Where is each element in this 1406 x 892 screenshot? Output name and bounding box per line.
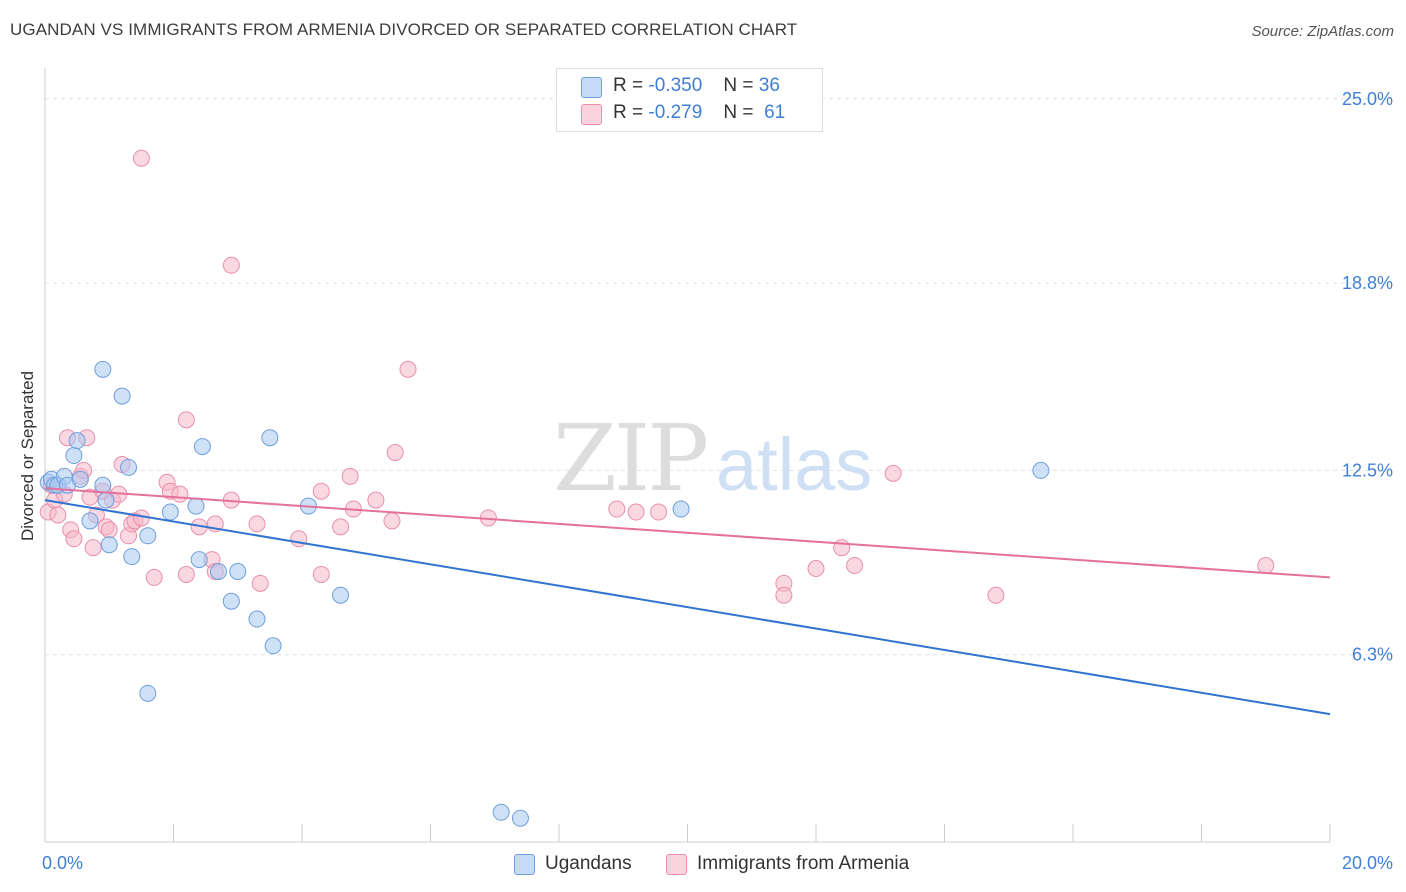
armenia-point xyxy=(386,444,404,462)
bottom-legend-swatch-armenia xyxy=(666,854,687,875)
armenia-point xyxy=(608,500,626,518)
series-ugandans-points xyxy=(39,360,1050,827)
ugandans-point xyxy=(261,429,279,447)
watermark: ZIP atlas xyxy=(553,405,872,512)
legend-r-value-armenia: -0.279 xyxy=(648,102,703,123)
armenia-point xyxy=(399,360,417,378)
bottom-legend-swatch-ugandans xyxy=(514,854,535,875)
ugandans-point xyxy=(94,360,112,378)
ugandans-point xyxy=(139,684,157,702)
ugandans-point xyxy=(65,447,83,465)
ugandans-point xyxy=(1032,461,1050,479)
y-tick-label-3: 25.0% xyxy=(1342,89,1393,109)
bottom-legend-label-ugandans: Ugandans xyxy=(545,853,632,874)
ugandans-point xyxy=(332,586,350,604)
ugandans-point xyxy=(209,562,227,580)
armenia-point xyxy=(627,503,645,521)
ugandans-point xyxy=(193,438,211,456)
ugandans-point xyxy=(161,503,179,521)
ugandans-point xyxy=(71,470,89,488)
armenia-point xyxy=(177,411,195,429)
ugandans-point xyxy=(222,592,240,610)
armenia-point xyxy=(833,539,851,557)
armenia-point xyxy=(145,568,163,586)
legend-r-label: R = xyxy=(613,75,644,96)
ugandans-point xyxy=(139,527,157,545)
legend-n-label: N = xyxy=(723,75,754,96)
ugandans-point xyxy=(81,512,99,530)
y-axis-label: Divorced or Separated xyxy=(18,371,37,541)
armenia-point xyxy=(846,557,864,575)
ugandans-point xyxy=(68,432,86,450)
armenia-point xyxy=(650,503,668,521)
armenia-point xyxy=(312,565,330,583)
armenia-point xyxy=(49,506,67,524)
legend-r-value-ugandans: -0.350 xyxy=(648,75,703,96)
armenia-point xyxy=(177,565,195,583)
chart-source: Source: ZipAtlas.com xyxy=(1251,23,1394,40)
y-tick-label-1: 12.5% xyxy=(1342,460,1393,480)
armenia-point xyxy=(171,485,189,503)
ugandans-point xyxy=(492,803,510,821)
armenia-point xyxy=(807,559,825,577)
armenia-trend-line xyxy=(44,487,1331,579)
chart-title: UGANDAN VS IMMIGRANTS FROM ARMENIA DIVOR… xyxy=(10,20,798,39)
ugandans-point xyxy=(123,548,141,566)
axes xyxy=(44,68,1331,843)
legend-n-label: N = xyxy=(723,102,754,123)
watermark-zip: ZIP xyxy=(553,405,706,512)
armenia-point xyxy=(332,518,350,536)
correlation-legend: R = -0.350 N = 36 R = -0.279 N = 61 xyxy=(556,68,823,132)
armenia-point xyxy=(341,467,359,485)
y-tick-label-2: 18.8% xyxy=(1342,273,1393,293)
armenia-point xyxy=(132,149,150,167)
ugandans-point xyxy=(100,536,118,554)
armenia-point xyxy=(987,586,1005,604)
ugandans-point xyxy=(672,500,690,518)
legend-r-label: R = xyxy=(613,102,644,123)
legend-swatch-ugandans xyxy=(581,77,602,98)
ugandans-trend-line xyxy=(44,499,1331,716)
y-tick-label-0: 6.3% xyxy=(1352,645,1393,665)
ugandans-point xyxy=(190,551,208,569)
armenia-point xyxy=(775,586,793,604)
ugandans-point xyxy=(113,387,131,405)
trend-lines xyxy=(44,487,1331,716)
bottom-legend-label-armenia: Immigrants from Armenia xyxy=(697,853,910,874)
armenia-point xyxy=(84,539,102,557)
tick-labels: 6.3% 12.5% 18.8% 25.0% 0.0% 20.0% xyxy=(42,89,1393,873)
armenia-point xyxy=(884,464,902,482)
x-tick-label-1: 20.0% xyxy=(1342,853,1393,873)
armenia-point xyxy=(1257,557,1275,575)
ugandans-point xyxy=(120,458,138,476)
armenia-point xyxy=(248,515,266,533)
armenia-point xyxy=(65,530,83,548)
legend-n-value-armenia: 61 xyxy=(764,102,786,123)
ugandans-point xyxy=(264,637,282,655)
armenia-point xyxy=(290,530,308,548)
x-tick-label-0: 0.0% xyxy=(42,853,83,873)
armenia-point xyxy=(100,521,118,539)
watermark-atlas: atlas xyxy=(716,423,872,506)
legend-n-value-ugandans: 36 xyxy=(758,75,780,96)
armenia-point xyxy=(367,491,385,509)
ugandans-point xyxy=(511,809,529,827)
ugandans-point xyxy=(97,491,115,509)
ugandans-point xyxy=(248,610,266,628)
armenia-point xyxy=(222,256,240,274)
ugandans-point xyxy=(229,562,247,580)
armenia-point xyxy=(383,512,401,530)
gridlines xyxy=(45,98,1392,656)
armenia-point xyxy=(312,482,330,500)
armenia-point xyxy=(251,574,269,592)
ugandans-point xyxy=(187,497,205,515)
legend-swatch-armenia xyxy=(581,104,602,125)
series-armenia-points xyxy=(39,149,1275,604)
